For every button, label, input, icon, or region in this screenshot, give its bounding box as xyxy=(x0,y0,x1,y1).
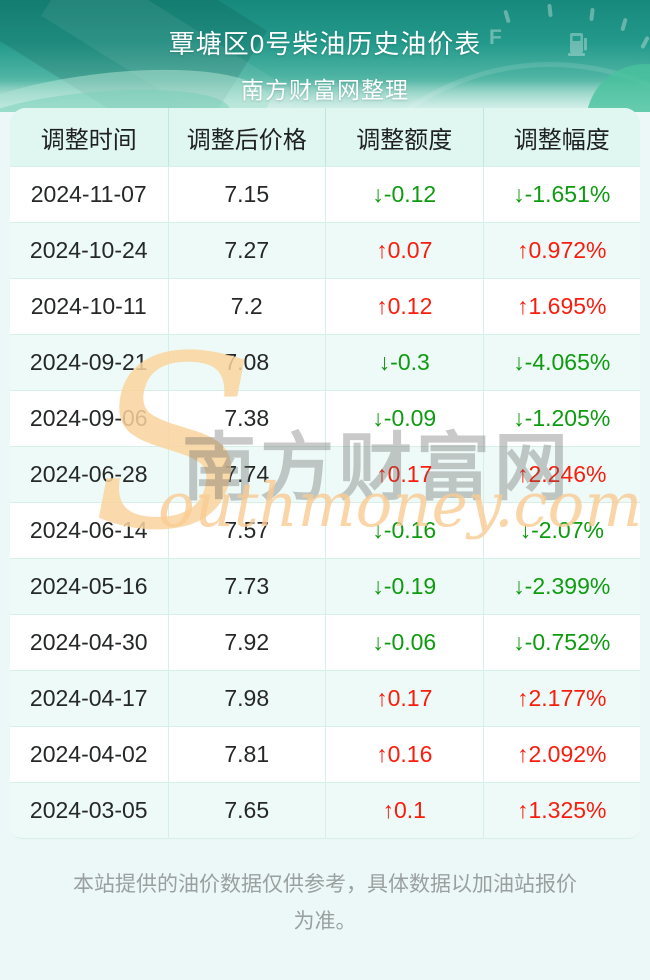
column-header: 调整时间 xyxy=(40,126,137,154)
percent-cell: ↑2.177% xyxy=(482,671,641,726)
date-cell: 2024-09-21 xyxy=(29,349,148,375)
change-cell: ↑0.07 xyxy=(325,223,483,278)
page-subtitle: 南方财富网整理 xyxy=(241,77,409,103)
change-cell: ↓-0.19 xyxy=(325,559,483,614)
table-row: 2024-04-02 7.81 ↑0.16 ↑2.092% xyxy=(10,726,640,782)
date-cell: 2024-09-06 xyxy=(29,405,148,431)
date-cell: 2024-04-17 xyxy=(29,685,148,711)
price-table: 调整时间 调整后价格 调整额度 调整幅度 2024-11-07 7.15 ↓-0.12 ↓-… xyxy=(10,108,640,839)
column-header: 调整后价格 xyxy=(167,108,326,166)
change-cell: ↓-0.16 xyxy=(325,503,483,558)
date-cell: 2024-05-16 xyxy=(29,573,148,599)
table-row: 2024-04-30 7.92 ↓-0.06 ↓-0.752% xyxy=(10,614,640,670)
table-row: 2024-09-06 7.38 ↓-0.09 ↓-1.205% xyxy=(10,390,640,446)
price-cell: 7.57 xyxy=(167,503,326,558)
price-cell: 7.27 xyxy=(167,223,326,278)
price-cell: 7.73 xyxy=(167,559,326,614)
price-cell: 7.2 xyxy=(167,279,326,334)
change-cell: ↓-0.3 xyxy=(325,335,483,390)
price-cell: 7.74 xyxy=(167,447,326,502)
table-row: 2024-10-11 7.2 ↑0.12 ↑1.695% xyxy=(10,278,640,334)
date-cell: 2024-11-07 xyxy=(30,181,147,207)
table-row: 2024-06-28 7.74 ↑0.17 ↑2.246% xyxy=(10,446,640,502)
table-row: 2024-09-21 7.08 ↓-0.3 ↓-4.065% xyxy=(10,334,640,390)
price-cell: 7.38 xyxy=(167,391,326,446)
date-cell: 2024-06-28 xyxy=(29,461,148,487)
percent-cell: ↑0.972% xyxy=(482,223,641,278)
date-cell: 2024-10-24 xyxy=(29,237,148,263)
change-cell: ↓-0.09 xyxy=(325,391,483,446)
change-cell: ↑0.17 xyxy=(325,447,483,502)
date-cell: 2024-10-11 xyxy=(30,293,147,319)
table-row: 2024-03-05 7.65 ↑0.1 ↑1.325% xyxy=(10,782,640,838)
column-header: 调整幅度 xyxy=(482,108,641,166)
table-row: 2024-04-17 7.98 ↑0.17 ↑2.177% xyxy=(10,670,640,726)
percent-cell: ↓-2.07% xyxy=(482,503,641,558)
date-cell: 2024-04-30 xyxy=(29,629,148,655)
page-header: F 覃塘区0号柴油历史油价表 南方财富网整理 xyxy=(0,0,650,112)
percent-cell: ↑2.092% xyxy=(482,727,641,782)
price-cell: 7.15 xyxy=(167,167,326,222)
table-body: 2024-11-07 7.15 ↓-0.12 ↓-1.651% 2024-10-24 7.… xyxy=(10,166,640,838)
percent-cell: ↑1.325% xyxy=(482,783,641,838)
change-cell: ↑0.12 xyxy=(325,279,483,334)
price-cell: 7.81 xyxy=(167,727,326,782)
change-cell: ↑0.17 xyxy=(325,671,483,726)
table-header-row: 调整时间 调整后价格 调整额度 调整幅度 xyxy=(10,108,640,166)
percent-cell: ↓-1.205% xyxy=(482,391,641,446)
percent-cell: ↓-4.065% xyxy=(482,335,641,390)
change-cell: ↑0.1 xyxy=(325,783,483,838)
table-row: 2024-06-14 7.57 ↓-0.16 ↓-2.07% xyxy=(10,502,640,558)
change-cell: ↓-0.12 xyxy=(325,167,483,222)
price-cell: 7.65 xyxy=(167,783,326,838)
footer-disclaimer: 本站提供的油价数据仅供参考，具体数据以加油站报价为准。 xyxy=(73,873,577,933)
change-cell: ↓-0.06 xyxy=(325,615,483,670)
percent-cell: ↓-2.399% xyxy=(482,559,641,614)
percent-cell: ↓-1.651% xyxy=(482,167,641,222)
price-cell: 7.92 xyxy=(167,615,326,670)
date-cell: 2024-04-02 xyxy=(29,741,148,767)
price-cell: 7.08 xyxy=(167,335,326,390)
percent-cell: ↑2.246% xyxy=(482,447,641,502)
table-row: 2024-10-24 7.27 ↑0.07 ↑0.972% xyxy=(10,222,640,278)
change-cell: ↑0.16 xyxy=(325,727,483,782)
date-cell: 2024-03-05 xyxy=(29,797,148,823)
date-cell: 2024-06-14 xyxy=(29,517,148,543)
percent-cell: ↓-0.752% xyxy=(482,615,641,670)
percent-cell: ↑1.695% xyxy=(482,279,641,334)
page-title: 覃塘区0号柴油历史油价表 xyxy=(168,29,482,59)
column-header: 调整额度 xyxy=(325,108,483,166)
table-row: 2024-05-16 7.73 ↓-0.19 ↓-2.399% xyxy=(10,558,640,614)
table-row: 2024-11-07 7.15 ↓-0.12 ↓-1.651% xyxy=(10,166,640,222)
price-cell: 7.98 xyxy=(167,671,326,726)
